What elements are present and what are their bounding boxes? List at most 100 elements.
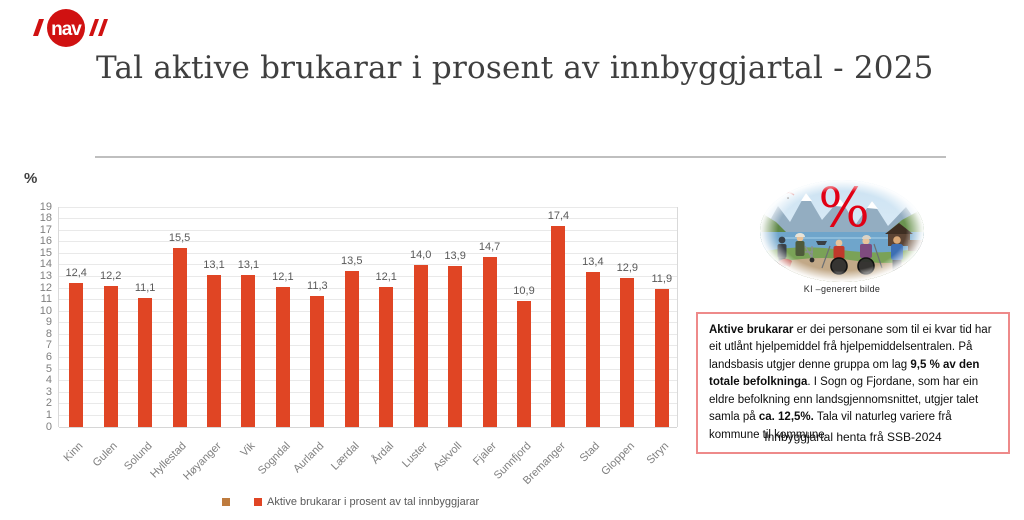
gridline	[59, 403, 677, 405]
bar	[310, 296, 325, 427]
y-tick-label: 6	[45, 351, 52, 364]
bar-value-label: 13,1	[237, 259, 260, 272]
infobox-text-segment: ca. 12,5%.	[758, 411, 814, 424]
bar-value-label: 13,1	[203, 259, 225, 272]
x-tick-label: Lærdal	[328, 440, 362, 473]
logo-text: nav	[51, 19, 82, 40]
bar	[69, 283, 84, 427]
bar-value-label: 11,3	[307, 280, 328, 293]
legend-swatch	[254, 498, 262, 506]
chart-legend: Aktive brukarar i prosent av tal innbygg…	[222, 496, 479, 508]
gridline	[59, 287, 677, 289]
y-tick-label: 5	[45, 362, 52, 375]
x-tick-label: Fjaler	[471, 440, 500, 468]
bar	[344, 270, 359, 427]
x-tick-label: Vik	[238, 440, 258, 460]
logo-circle	[47, 9, 85, 47]
infobox: Aktive brukarar er dei personane som til…	[696, 312, 1010, 455]
infobox-text-segment: . I Sogn og Fjordane, som har ein eldre …	[709, 376, 979, 424]
y-tick-label: 11	[40, 293, 52, 306]
gridline	[59, 426, 677, 428]
infobox-text-segment: 9,5 % av den totale befolkninga	[709, 358, 980, 389]
y-tick-label: 8	[45, 327, 52, 340]
logo-slash-right-1	[89, 19, 99, 36]
x-tick-label: Solund	[121, 440, 155, 473]
gridline	[59, 345, 677, 347]
infobox-text-segment: Aktive brukarar	[709, 324, 794, 336]
y-tick-label: 18	[39, 212, 52, 225]
bar-value-label: 11,1	[134, 282, 156, 295]
gridline	[59, 310, 677, 312]
y-tick-label: 1	[45, 408, 52, 421]
bar-value-label: 12,4	[65, 267, 87, 280]
y-tick-label: 7	[45, 339, 52, 352]
bar-value-label: 12,1	[272, 270, 294, 283]
y-tick-label: 17	[39, 223, 52, 236]
x-tick-label: Sogndal	[255, 440, 293, 478]
gridline	[59, 241, 677, 243]
x-tick-label: Askvoll	[431, 440, 465, 474]
gridline	[59, 229, 677, 231]
bar	[275, 286, 290, 427]
x-tick-label: Kinn	[61, 440, 86, 465]
fjord-photo: %	[760, 180, 924, 282]
gridline	[59, 218, 677, 220]
handcycle-wheel	[765, 260, 781, 276]
bar-value-label: 14,0	[409, 248, 432, 261]
bar-value-label: 11,9	[651, 273, 673, 286]
bar	[413, 264, 428, 427]
y-axis-title: %	[24, 170, 38, 187]
bar	[448, 266, 463, 427]
y-tick-label: 12	[39, 281, 52, 294]
x-tick-label: Luster	[400, 440, 431, 471]
bar	[482, 256, 497, 427]
gridline	[59, 275, 677, 277]
gridline	[59, 206, 677, 208]
y-tick-label: 2	[45, 397, 52, 410]
nav-logo: nav	[33, 9, 108, 47]
y-tick-label: 16	[39, 235, 52, 248]
chart-x-labels: Kinn Gulen Solund Hyllestad Høyanger Vik Sognd…	[58, 428, 678, 490]
gridline	[59, 380, 677, 382]
y-tick-label: 13	[39, 269, 52, 282]
source-note: Innbyggjartal henta frå SSB-2024	[764, 430, 942, 444]
y-tick-label: 15	[39, 246, 52, 259]
gridline	[59, 322, 677, 324]
bar-value-label: 13,9	[444, 250, 466, 263]
page-title: Tal aktive brukarar i prosent av innbygg…	[96, 50, 934, 86]
y-tick-label: 0	[45, 420, 52, 433]
bar	[207, 275, 221, 427]
bar	[551, 225, 566, 427]
x-tick-label: Stryn	[644, 440, 672, 467]
x-tick-label: Aurland	[291, 440, 327, 476]
bar-value-label: 14,7	[478, 240, 501, 253]
logo-slash-right-2	[98, 19, 108, 36]
bar-value-label: 17,4	[547, 209, 570, 222]
gridline	[59, 391, 677, 393]
image-caption: KI –generert bilde	[803, 284, 881, 294]
oval-feather-edge	[760, 180, 924, 282]
y-tick-label: 19	[39, 200, 52, 213]
gridline	[59, 264, 677, 266]
bar	[517, 300, 531, 427]
bar	[103, 285, 118, 427]
bar	[241, 275, 256, 427]
bar-value-label: 12,9	[616, 261, 639, 274]
y-tick-label: 4	[45, 374, 52, 387]
gridline	[59, 299, 677, 301]
bar	[172, 247, 187, 427]
bar-value-label: 13,4	[582, 255, 604, 268]
bar	[585, 271, 600, 427]
bar-value-label: 12,1	[375, 270, 397, 283]
bar	[654, 289, 669, 427]
y-tick-label: 9	[45, 316, 52, 329]
legend-item	[222, 498, 230, 506]
chart-plot: 0 1 2 3 4 5 6 7 8 9 10 11 12 13 14 15 16 17 18 19 12,4 12,2 11…	[40, 201, 678, 433]
infobox-text-segment: Tala vil naturleg variere frå kommune ti…	[709, 411, 952, 441]
x-tick-label: Gloppen	[598, 440, 637, 478]
x-tick-label: Gulen	[90, 440, 121, 470]
x-tick-label: Stad	[577, 440, 603, 465]
y-tick-label: 3	[45, 385, 52, 398]
bar-value-label: 13,5	[341, 254, 363, 267]
legend-item: Aktive brukarar i prosent av tal innbygg…	[254, 496, 479, 508]
